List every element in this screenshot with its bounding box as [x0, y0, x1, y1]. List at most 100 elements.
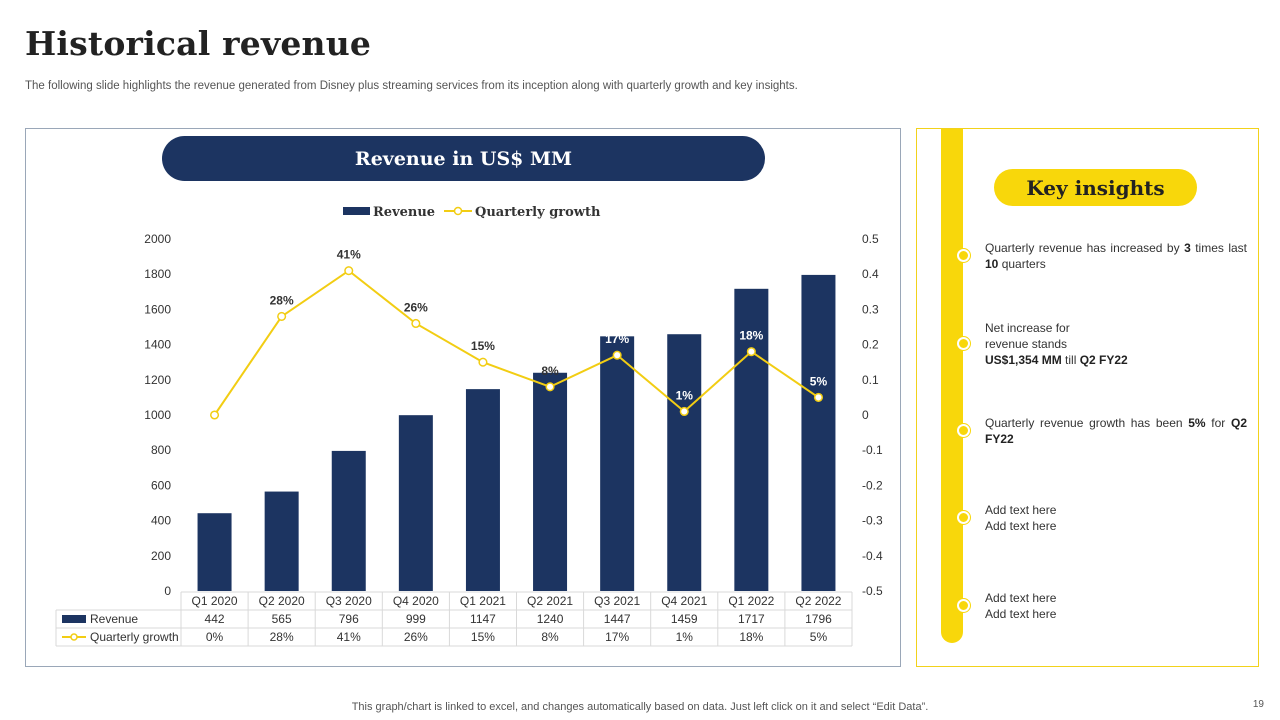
- bar-revenue: [197, 513, 232, 591]
- insights-panel: Key insights Quarterly revenue has incre…: [916, 128, 1259, 667]
- page-number: 19: [1252, 699, 1264, 710]
- insight-item: Net increase for revenue stands US$1,354 M…: [985, 321, 1128, 367]
- table-cell: 442: [205, 612, 225, 626]
- chart-panel[interactable]: Revenue Quarterly growth 0 200 400 600 800 1000…: [25, 128, 901, 667]
- y-right-tick-label: 0.5: [862, 232, 879, 246]
- table-row-label: Revenue: [90, 612, 138, 626]
- bar-revenue: [465, 389, 500, 591]
- table-cell: 18%: [739, 630, 763, 644]
- bar-revenue: [801, 274, 836, 591]
- legend-marker-growth: [453, 206, 463, 216]
- point-quarterly-growth: [277, 311, 287, 321]
- timeline-dot: [957, 511, 970, 524]
- y-left-tick-label: 200: [151, 549, 171, 563]
- y-left-tick-label: 1600: [144, 302, 171, 316]
- y-right-tick-label: 0.4: [862, 267, 879, 281]
- table-cell: 0%: [206, 630, 224, 644]
- legend-label-growth: Quarterly growth: [475, 205, 601, 220]
- table-cell: 1459: [671, 612, 698, 626]
- x-tick-label: Q2 2021: [527, 594, 573, 608]
- y-right-tick-label: 0.1: [862, 373, 879, 387]
- point-quarterly-growth: [679, 406, 689, 417]
- point-quarterly-growth: [411, 318, 421, 329]
- table-cell: 41%: [337, 630, 361, 644]
- y-left-tick-label: 400: [151, 514, 171, 528]
- y-right-tick-label: -0.3: [862, 514, 883, 528]
- x-tick-label: Q1 2020: [192, 594, 238, 608]
- table-cell: 796: [339, 612, 359, 626]
- data-label-growth: 18%: [739, 329, 763, 343]
- y-left-tick-label: 1200: [144, 373, 171, 387]
- y-right-tick-label: -0.4: [862, 549, 883, 563]
- x-tick-label: Q2 2022: [795, 594, 841, 608]
- table-key-revenue: [62, 615, 86, 623]
- bar-revenue: [331, 450, 366, 591]
- insight-item: Add text here Add text here: [985, 503, 1057, 533]
- data-label-growth: 8%: [541, 364, 559, 378]
- x-tick-label: Q4 2020: [393, 594, 439, 608]
- x-tick-label: Q4 2021: [661, 594, 707, 608]
- table-cell: 17%: [605, 630, 629, 644]
- table-cell: 26%: [404, 630, 428, 644]
- revenue-chart[interactable]: Revenue Quarterly growth 0 200 400 600 800 1000…: [26, 129, 902, 668]
- table-cell: 565: [272, 612, 292, 626]
- table-cell: 1240: [537, 612, 564, 626]
- point-quarterly-growth: [813, 392, 824, 402]
- point-quarterly-growth: [545, 382, 555, 392]
- y-right-tick-label: -0.2: [862, 478, 883, 492]
- point-quarterly-growth: [478, 357, 488, 367]
- y-right-tick-label: 0: [862, 408, 869, 422]
- data-label-growth: 5%: [810, 374, 828, 388]
- timeline-dot: [957, 424, 970, 437]
- data-label-growth: 28%: [270, 293, 294, 307]
- table-cell: 5%: [810, 630, 828, 644]
- insights-heading: Key insights: [994, 169, 1197, 206]
- table-cell: 1147: [470, 612, 496, 626]
- table-row-label: Quarterly growth: [90, 630, 179, 644]
- table-cell: 8%: [541, 630, 559, 644]
- y-left-tick-label: 1400: [144, 338, 171, 352]
- x-tick-label: Q1 2021: [460, 594, 506, 608]
- y-right-tick-label: 0.2: [862, 338, 879, 352]
- y-right-tick-label: -0.1: [862, 443, 883, 457]
- table-cell: 28%: [270, 630, 294, 644]
- table-key-growth-marker: [70, 633, 78, 641]
- y-right-tick-label: 0.3: [862, 302, 879, 316]
- x-tick-label: Q2 2020: [259, 594, 305, 608]
- legend-swatch-revenue: [343, 207, 370, 215]
- y-left-tick-label: 1000: [144, 408, 171, 422]
- table-cell: 1%: [676, 630, 694, 644]
- table-cell: 1447: [604, 612, 631, 626]
- bar-revenue: [600, 336, 635, 591]
- insight-item: Quarterly revenue growth has been 5% for…: [985, 416, 1247, 446]
- insight-item: Quarterly revenue has increased by 3 tim…: [985, 241, 1248, 271]
- point-quarterly-growth: [210, 410, 220, 420]
- table-cell: 1717: [738, 612, 765, 626]
- table-cell: 1796: [805, 612, 832, 626]
- y-left-tick-label: 600: [151, 478, 171, 492]
- timeline-dot: [957, 249, 970, 262]
- timeline-dot: [957, 599, 970, 612]
- data-label-growth: 1%: [676, 388, 694, 402]
- data-label-growth: 17%: [605, 332, 629, 346]
- x-tick-label: Q3 2021: [594, 594, 640, 608]
- legend-label-revenue: Revenue: [373, 205, 435, 220]
- data-label-growth: 15%: [471, 339, 495, 353]
- table-cell: 15%: [471, 630, 495, 644]
- x-tick-label: Q1 2022: [728, 594, 774, 608]
- page-subtitle: The following slide highlights the reven…: [25, 80, 798, 92]
- bar-revenue: [667, 334, 702, 591]
- timeline-dot: [957, 337, 970, 350]
- y-right-tick-label: -0.5: [862, 584, 883, 598]
- x-tick-label: Q3 2020: [326, 594, 372, 608]
- insight-item: Add text here Add text here: [985, 591, 1057, 621]
- bar-revenue: [398, 415, 433, 591]
- y-left-tick-label: 0: [164, 584, 171, 598]
- point-quarterly-growth: [746, 347, 756, 357]
- bar-revenue: [264, 491, 299, 591]
- y-left-tick-label: 1800: [144, 267, 171, 281]
- y-left-tick-label: 800: [151, 443, 171, 457]
- chart-banner: Revenue in US$ MM: [162, 136, 765, 181]
- bar-revenue: [734, 288, 769, 591]
- data-label-growth: 41%: [337, 248, 361, 262]
